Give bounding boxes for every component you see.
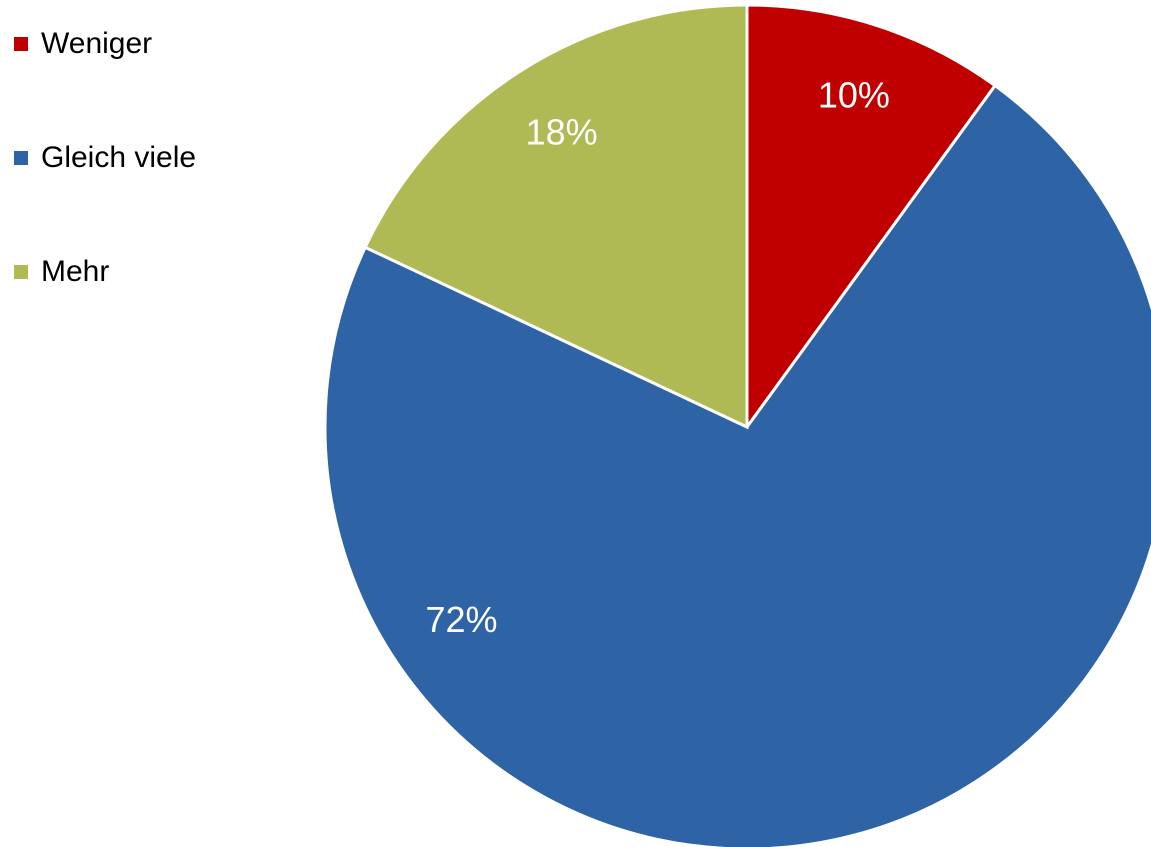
legend-label-mehr: Mehr	[41, 255, 110, 288]
data-label-weniger: 10%	[818, 74, 890, 115]
legend-label-gleich-viele: Gleich viele	[41, 141, 197, 174]
legend-swatch-gleich-viele	[14, 151, 28, 165]
pie-slice-weniger	[745, 3, 998, 432]
legend-label-weniger: Weniger	[41, 27, 153, 60]
pie-slice-mehr	[363, 3, 749, 430]
legend-swatch-mehr	[14, 265, 28, 279]
data-label-gleich-viele: 72%	[426, 599, 498, 640]
data-label-mehr: 18%	[526, 111, 598, 152]
legend-swatch-weniger	[14, 37, 28, 51]
pie-slice-gleich-viele	[323, 83, 1151, 847]
